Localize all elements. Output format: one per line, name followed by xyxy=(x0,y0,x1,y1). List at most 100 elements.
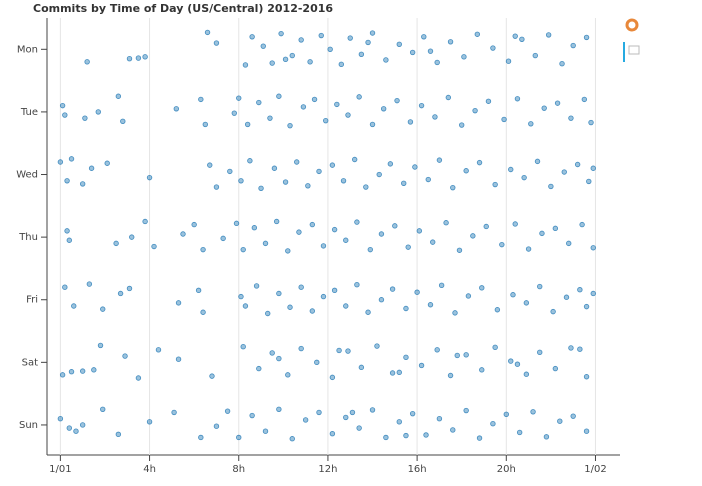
point xyxy=(343,303,349,309)
point xyxy=(305,183,311,189)
point xyxy=(227,168,233,175)
point xyxy=(318,32,324,39)
point xyxy=(479,285,485,291)
x-tick-label: 20h xyxy=(497,464,516,475)
point xyxy=(358,364,365,371)
point xyxy=(423,432,429,438)
point xyxy=(438,282,445,289)
point xyxy=(403,354,409,361)
point xyxy=(320,243,327,249)
point xyxy=(240,246,246,253)
point xyxy=(523,371,530,377)
point xyxy=(256,365,262,372)
point xyxy=(316,168,322,175)
point xyxy=(392,223,398,229)
point xyxy=(320,293,327,300)
point xyxy=(331,287,338,294)
point xyxy=(436,415,443,422)
point xyxy=(414,289,420,295)
point xyxy=(73,428,79,434)
point xyxy=(403,432,409,439)
bokeh-logo[interactable] xyxy=(625,18,639,32)
point xyxy=(434,59,440,66)
point xyxy=(416,228,423,234)
point xyxy=(554,100,561,106)
point xyxy=(523,300,530,306)
point xyxy=(349,409,356,416)
point xyxy=(100,306,106,312)
point xyxy=(541,105,547,111)
point xyxy=(369,407,376,413)
point xyxy=(389,370,396,376)
point xyxy=(289,52,295,59)
point xyxy=(62,284,68,290)
point xyxy=(334,101,340,108)
point xyxy=(450,427,456,433)
point xyxy=(548,183,554,190)
point xyxy=(378,231,385,237)
hover-tool[interactable] xyxy=(628,45,640,55)
point xyxy=(380,106,387,112)
point xyxy=(470,233,476,239)
point xyxy=(356,425,362,431)
point xyxy=(559,61,565,67)
point xyxy=(456,247,463,253)
point xyxy=(354,282,360,288)
point xyxy=(409,49,416,56)
point xyxy=(568,115,574,121)
point xyxy=(294,159,300,165)
point xyxy=(574,161,581,168)
point xyxy=(97,342,104,349)
point xyxy=(273,218,280,225)
point xyxy=(512,221,518,227)
point xyxy=(311,96,318,103)
point xyxy=(421,34,427,40)
point xyxy=(561,169,567,175)
point xyxy=(583,34,590,41)
point xyxy=(316,409,322,416)
point xyxy=(249,34,255,40)
point xyxy=(365,309,371,315)
y-tick-label: Wed xyxy=(16,170,38,181)
point xyxy=(479,367,485,373)
point xyxy=(276,406,282,412)
point xyxy=(57,415,64,422)
point xyxy=(59,372,66,378)
point xyxy=(100,406,106,412)
point xyxy=(79,422,86,428)
point xyxy=(363,184,369,190)
point xyxy=(66,237,72,243)
point xyxy=(463,352,469,358)
point xyxy=(322,117,329,124)
toolbar xyxy=(623,18,640,62)
point xyxy=(358,51,365,58)
point xyxy=(173,106,180,112)
point xyxy=(343,414,349,421)
point xyxy=(155,347,162,353)
point xyxy=(550,308,556,315)
point xyxy=(142,218,148,225)
point xyxy=(376,171,382,178)
point xyxy=(494,307,501,313)
point xyxy=(59,102,66,109)
point xyxy=(383,57,389,63)
point xyxy=(213,423,220,429)
point xyxy=(175,300,182,306)
point xyxy=(267,115,273,121)
point xyxy=(91,367,97,373)
point xyxy=(412,164,418,170)
point xyxy=(271,165,278,171)
point xyxy=(347,35,353,41)
point xyxy=(463,407,469,414)
point xyxy=(369,121,376,128)
point xyxy=(447,39,454,45)
point xyxy=(570,42,576,49)
point xyxy=(79,368,86,374)
point xyxy=(62,112,68,118)
point xyxy=(483,223,489,230)
point xyxy=(552,225,559,232)
y-tick-label: Sat xyxy=(22,357,38,368)
point xyxy=(104,160,110,166)
point xyxy=(534,158,541,165)
point xyxy=(329,374,336,381)
